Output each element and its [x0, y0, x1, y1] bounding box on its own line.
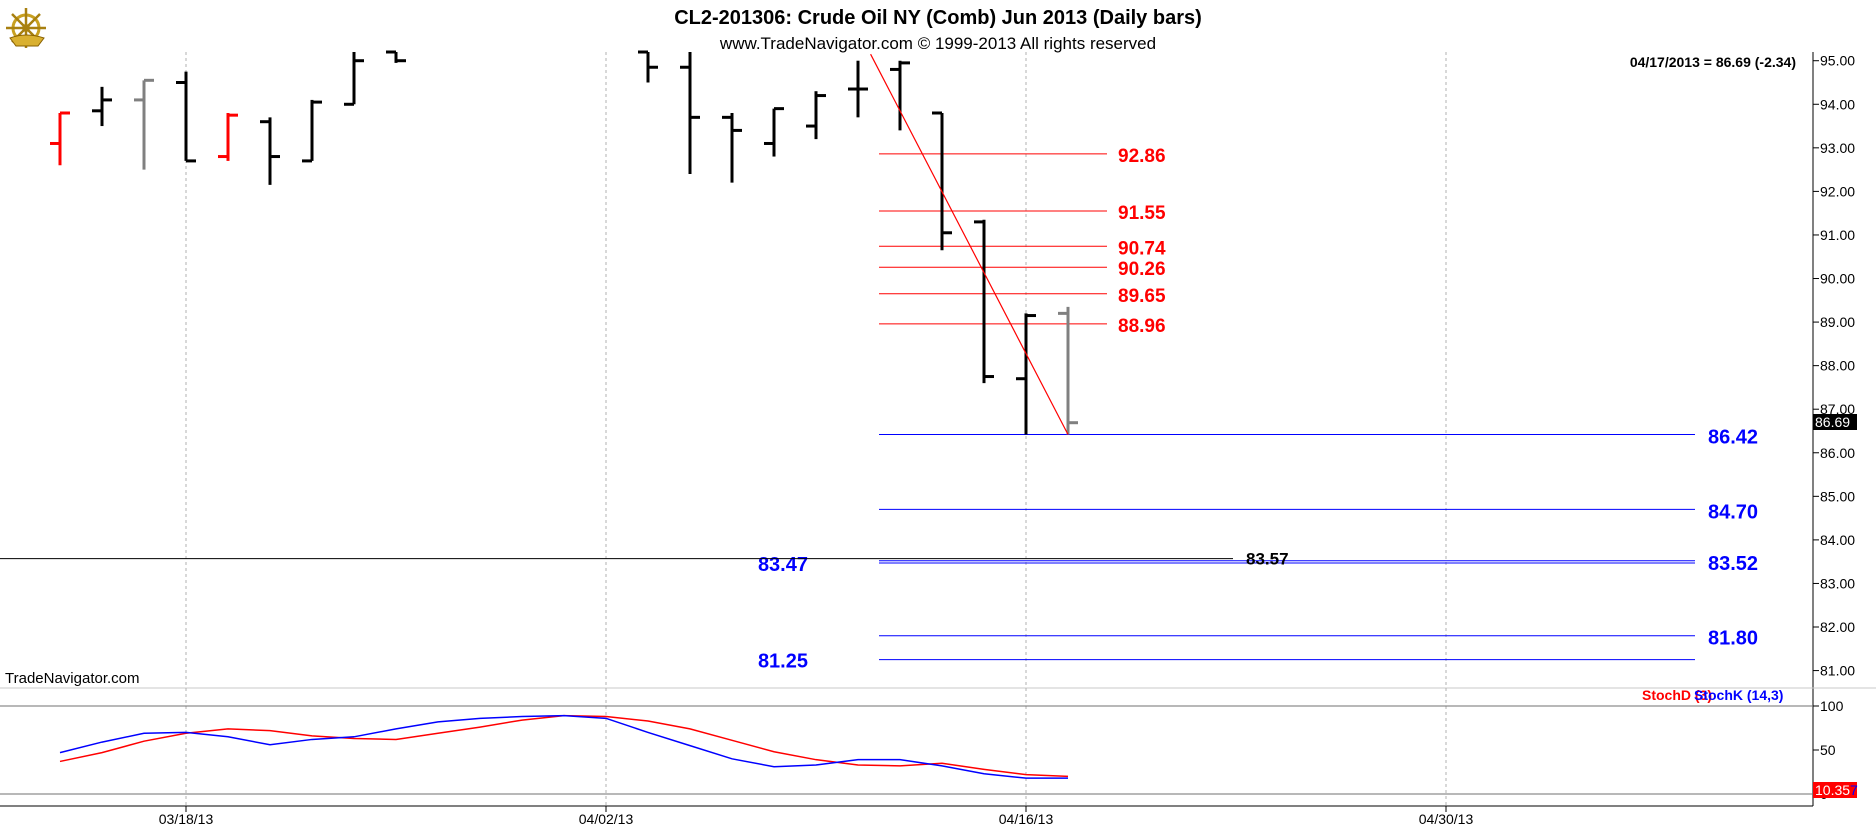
price-tick-label: 90.00: [1820, 271, 1855, 287]
price-tick-label: 91.00: [1820, 227, 1855, 243]
copyright-text: www.TradeNavigator.com © 1999-2013 All r…: [719, 34, 1156, 53]
stoch-tick-label: 100: [1820, 698, 1844, 714]
stochastic-panel: 100500: [0, 698, 1844, 802]
ohlc-bar: [218, 112, 238, 161]
red-trendline: [870, 53, 1069, 435]
ship-wheel-logo-icon: [6, 8, 46, 48]
price-tick-label: 95.00: [1820, 53, 1855, 69]
price-tick-label: 92.00: [1820, 183, 1855, 199]
price-tick-label: 88.00: [1820, 358, 1855, 374]
ohlc-bar: [722, 112, 742, 183]
ohlc-bar: [974, 219, 994, 384]
red-level-label: 91.55: [1118, 203, 1166, 224]
price-tick-label: 87.00: [1820, 401, 1855, 417]
ohlc-bar: [260, 117, 280, 185]
chart-title: CL2-201306: Crude Oil NY (Comb) Jun 2013…: [674, 7, 1202, 29]
blue-level-label: 83.52: [1708, 553, 1758, 575]
blue-level-label-left: 83.47: [758, 554, 808, 576]
stoch-tick-label: 50: [1820, 742, 1836, 758]
red-level-label: 92.86: [1118, 146, 1166, 167]
price-tick-label: 84.00: [1820, 532, 1855, 548]
ohlc-bar: [1016, 313, 1036, 435]
time-axis: 03/18/13 04/02/13 04/16/13 04/30/13: [159, 806, 1474, 827]
red-level-label: 90.74: [1118, 238, 1166, 259]
ohlc-bar: [176, 71, 196, 163]
price-tick-label: 89.00: [1820, 314, 1855, 330]
blue-level-label: 81.80: [1708, 628, 1758, 650]
stoch-last-tag-bg: [1813, 782, 1857, 798]
time-tick-label: 03/18/13: [159, 811, 214, 827]
ohlc-bar: [764, 107, 784, 157]
ohlc-bar: [302, 99, 322, 163]
ohlc-bar: [92, 86, 112, 127]
ohlc-bar: [1058, 306, 1078, 435]
blue-level-label-left: 81.25: [758, 651, 808, 673]
ohlc-bar: [134, 78, 154, 170]
red-level-label: 90.26: [1118, 259, 1166, 280]
ohlc-bar: [386, 50, 406, 63]
price-tick-label: 83.00: [1820, 575, 1855, 591]
time-tick-label: 04/02/13: [579, 811, 634, 827]
ohlc-bar: [680, 52, 700, 174]
price-tick-label: 85.00: [1820, 488, 1855, 504]
blue-level-label: 86.42: [1708, 426, 1758, 448]
last-price-tag-bg: [1813, 414, 1857, 430]
stoch-last-tag-suffix: 7: [1850, 782, 1858, 798]
ohlc-bar: [50, 111, 70, 166]
price-tick-label: 81.00: [1820, 663, 1855, 679]
time-tick-label: 04/30/13: [1419, 811, 1474, 827]
last-price-tag: 86.69: [1815, 414, 1850, 430]
price-tick-label: 94.00: [1820, 96, 1855, 112]
red-level-label: 88.96: [1118, 316, 1166, 337]
ohlc-bar: [344, 52, 364, 106]
stoch-d-line: [59, 714, 1069, 778]
ohlc-bar: [638, 50, 658, 83]
ohlc-bar: [890, 60, 910, 131]
ohlc-bar: [806, 91, 826, 140]
price-axis: 95.00 94.00 93.00 92.00 91.00 90.00 89.00 88.00…: [1813, 53, 1855, 679]
red-level-label: 89.65: [1118, 286, 1166, 307]
ohlc-bar: [932, 111, 952, 251]
price-tick-label: 82.00: [1820, 619, 1855, 635]
price-tick-label: 86.00: [1820, 445, 1855, 461]
legend-stoch-k: StochK (14,3): [1694, 687, 1783, 703]
legend-stoch-d: StochD (3): [1642, 687, 1712, 703]
blue-level-label: 84.70: [1708, 501, 1758, 523]
ohlc-bar: [848, 60, 868, 118]
watermark: TradeNavigator.com: [5, 670, 140, 687]
price-readout: 04/17/2013 = 86.69 (-2.34): [1630, 54, 1796, 70]
time-tick-label: 04/16/13: [999, 811, 1054, 827]
stoch-k-line: [59, 714, 1068, 779]
black-level-label: 83.57: [1246, 550, 1289, 569]
trendline: [870, 53, 1069, 435]
gridlines: [185, 52, 1447, 806]
price-tick-label: 93.00: [1820, 140, 1855, 156]
ohlc-bars: [50, 50, 1078, 435]
stoch-last-tag: 10.35: [1815, 782, 1850, 798]
